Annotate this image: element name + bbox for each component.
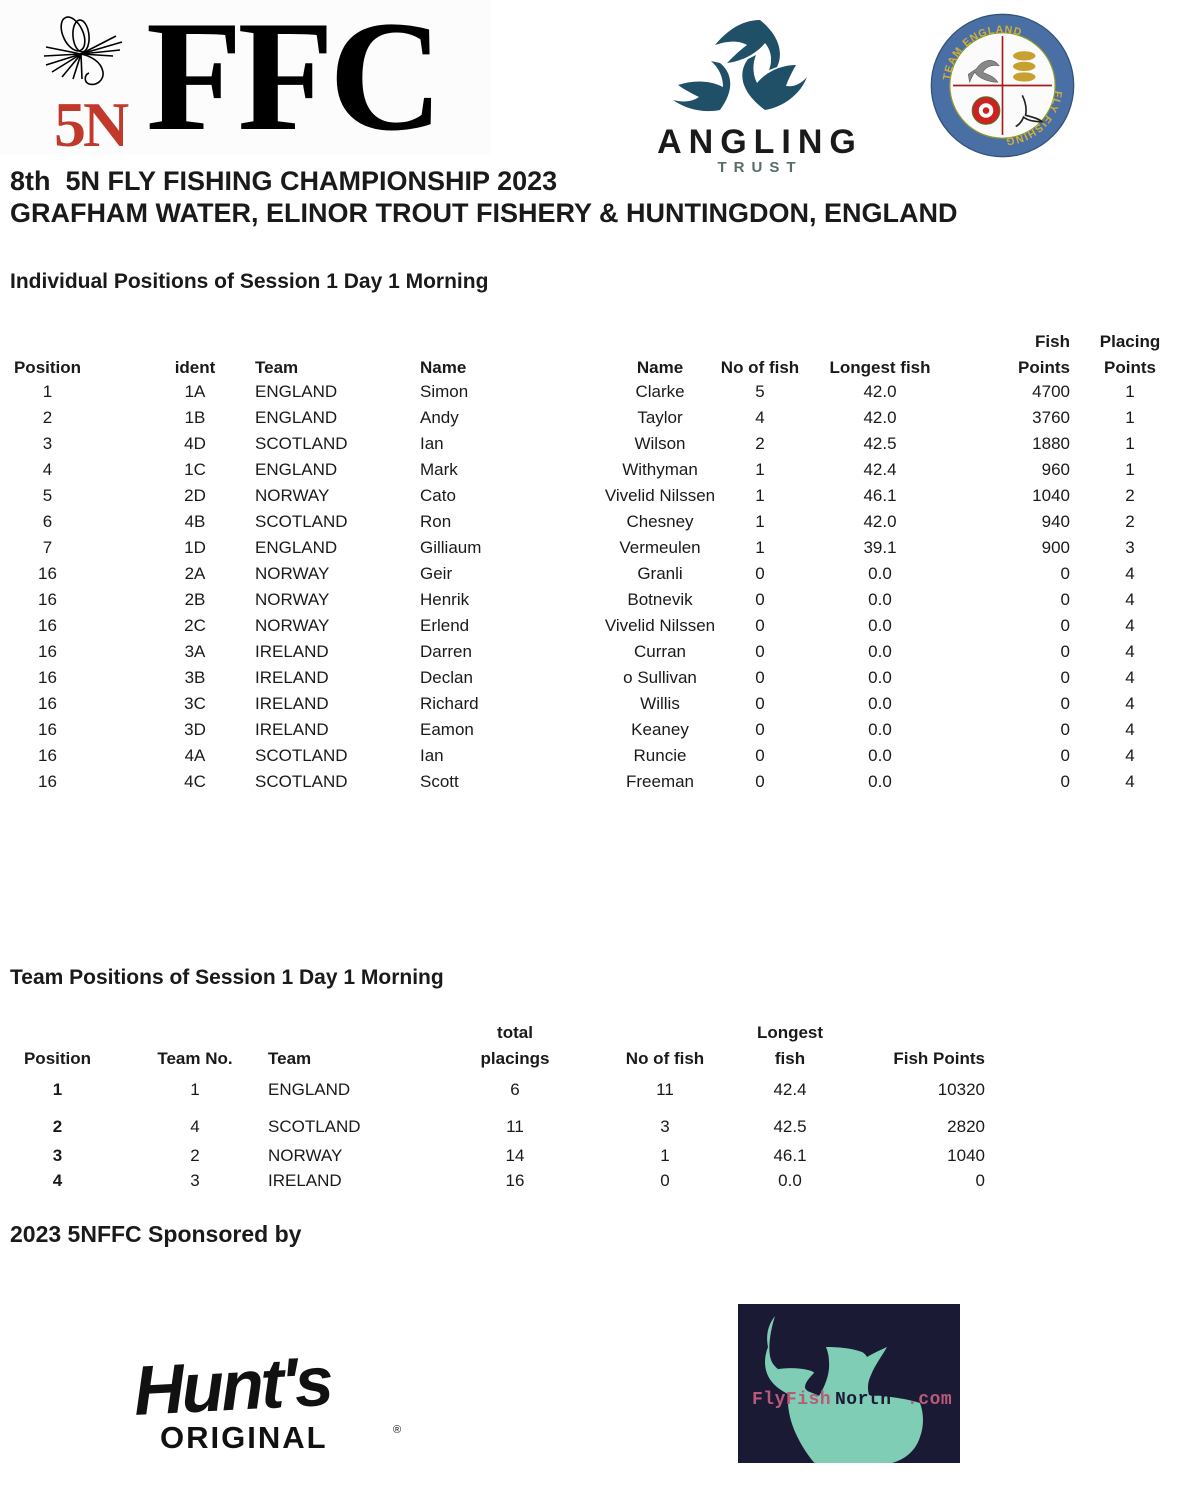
svg-text:FlyFish: FlyFish [752,1390,831,1410]
svg-text:Hunt's: Hunt's [132,1342,334,1430]
svg-text:North: North [835,1390,892,1410]
svg-text:.com: .com [907,1390,952,1410]
svg-text:®: ® [393,1424,401,1436]
svg-text:ORIGINAL: ORIGINAL [160,1420,328,1453]
